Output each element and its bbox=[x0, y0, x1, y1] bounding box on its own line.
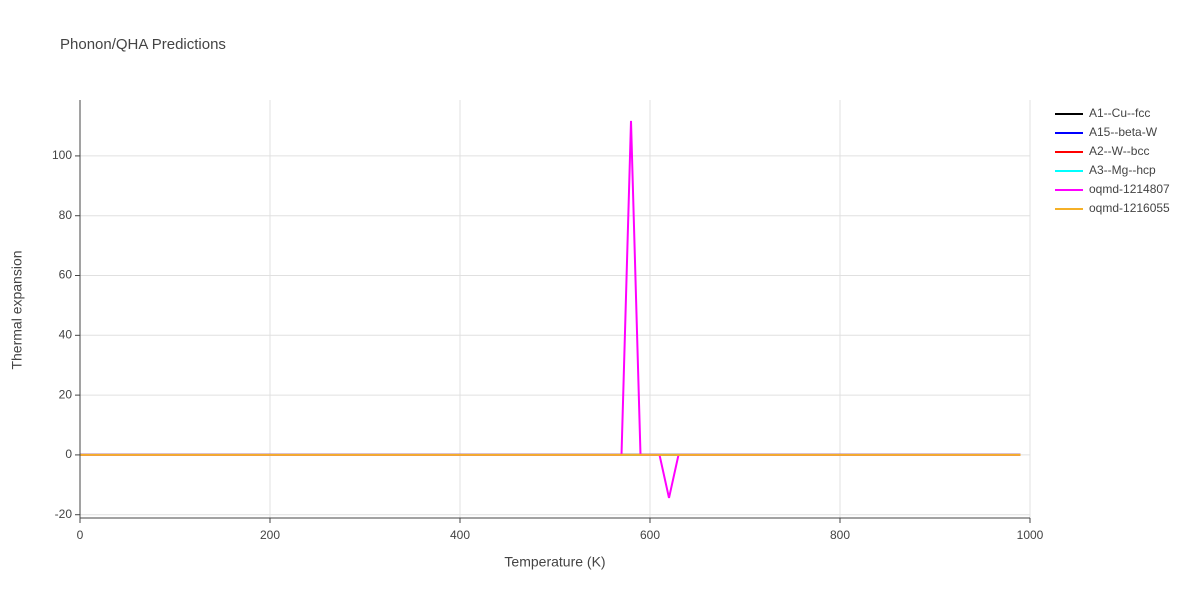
y-tick-label: 60 bbox=[59, 268, 73, 282]
y-axis-title: Thermal expansion bbox=[9, 250, 25, 369]
y-tick-label: 20 bbox=[59, 387, 73, 401]
legend: A1--Cu--fcc A15--beta-W A2--W--bcc A3--Mg--… bbox=[1055, 106, 1170, 215]
y-tick-label: 100 bbox=[52, 148, 72, 162]
x-axis-title: Temperature (K) bbox=[504, 554, 605, 570]
chart-title: Phonon/QHA Predictions bbox=[60, 36, 226, 53]
legend-label: A15--beta-W bbox=[1089, 125, 1158, 139]
x-tick-label: 0 bbox=[77, 528, 84, 542]
x-tick-label: 1000 bbox=[1017, 528, 1044, 542]
legend-label: oqmd-1214807 bbox=[1089, 182, 1170, 196]
grid: 0 200 400 600 800 1000 -20 0 20 40 60 80 100 bbox=[52, 100, 1044, 542]
x-tick-label: 800 bbox=[830, 528, 850, 542]
legend-label: oqmd-1216055 bbox=[1089, 201, 1170, 215]
x-tick-label: 600 bbox=[640, 528, 660, 542]
y-tick-label: 80 bbox=[59, 208, 73, 222]
x-tick-label: 400 bbox=[450, 528, 470, 542]
legend-label: A1--Cu--fcc bbox=[1089, 106, 1150, 120]
y-tick-label: -20 bbox=[55, 507, 73, 521]
x-tick-label: 200 bbox=[260, 528, 280, 542]
series-line bbox=[80, 120, 1021, 499]
y-tick-label: 40 bbox=[59, 327, 73, 341]
legend-label: A2--W--bcc bbox=[1089, 144, 1149, 158]
y-tick-label: 0 bbox=[65, 447, 72, 461]
legend-label: A3--Mg--hcp bbox=[1089, 163, 1156, 177]
plot-lines bbox=[80, 120, 1021, 499]
